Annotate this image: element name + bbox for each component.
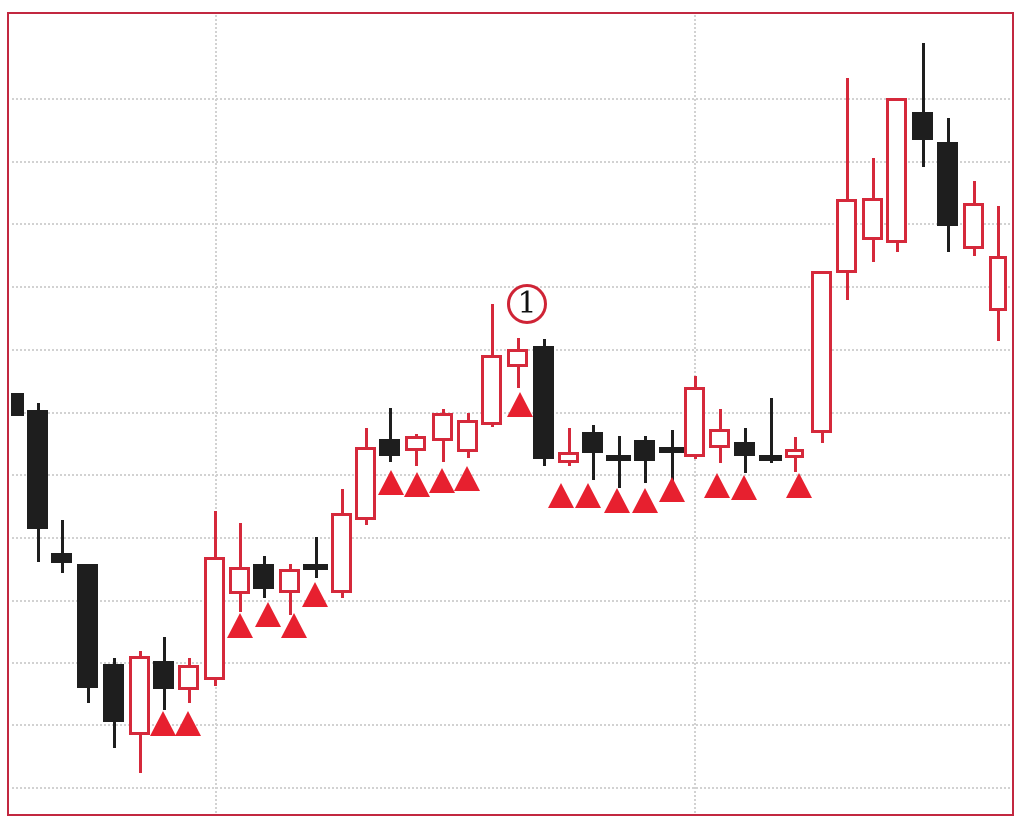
candle-body [129,656,150,735]
horizontal-gridline [7,223,1014,225]
horizontal-gridline [7,98,1014,100]
buy-signal-triangle-icon [704,473,730,498]
buy-signal-triangle-icon [175,711,201,736]
buy-signal-triangle-icon [604,488,630,513]
buy-signal-triangle-icon [227,613,253,638]
horizontal-gridline [7,724,1014,726]
candle-body [989,256,1007,311]
candle-body [684,387,705,457]
buy-signal-triangle-icon [659,477,685,502]
buy-signal-triangle-icon [150,711,176,736]
buy-signal-triangle-icon [548,483,574,508]
candle-body [886,98,907,243]
doji-wick [315,537,318,578]
horizontal-gridline [7,600,1014,602]
buy-signal-triangle-icon [731,475,757,500]
candle-body [51,553,72,563]
candle-body [634,440,655,461]
candle-body [481,355,502,425]
buy-signal-triangle-icon [507,392,533,417]
candle-body [355,447,376,520]
buy-signal-triangle-icon [454,466,480,491]
candle-body [533,346,554,459]
candle-body [204,557,225,680]
candle-body [27,410,48,529]
candle-body [405,436,426,451]
candle-body [811,271,832,433]
candle-body [11,393,24,416]
candle-body [785,449,804,458]
candle-body [253,564,274,589]
candle-body [279,569,300,593]
chart-border-frame [7,12,1014,816]
candle-body [178,665,199,690]
candle-body [229,567,250,594]
candle-wick [922,43,925,167]
buy-signal-triangle-icon [429,468,455,493]
candle-body [457,420,478,452]
buy-signal-triangle-icon [786,473,812,498]
vertical-gridline [215,12,217,816]
candle-wick [389,408,392,462]
candle-body [937,142,958,226]
horizontal-gridline [7,474,1014,476]
candle-body [103,664,124,722]
candle-wick [61,520,64,573]
candle-body [963,203,984,249]
buy-signal-triangle-icon [255,602,281,627]
buy-signal-triangle-icon [378,470,404,495]
horizontal-gridline [7,662,1014,664]
candle-body [507,349,528,367]
candle-body [379,439,400,456]
horizontal-gridline [7,286,1014,288]
doji-open-close-bar [759,455,782,461]
candle-body [709,429,730,448]
doji-open-close-bar [606,455,631,461]
candle-body [862,198,883,240]
candle-body [582,432,603,453]
candle-body [331,513,352,593]
buy-signal-triangle-icon [575,483,601,508]
doji-wick [770,398,773,463]
chart-plot-area: 1 [7,12,1014,816]
horizontal-gridline [7,537,1014,539]
doji-open-close-bar [659,447,684,453]
candle-body [558,452,579,463]
buy-signal-triangle-icon [281,613,307,638]
candle-body [734,442,755,456]
candle-body [912,112,933,140]
doji-wick [618,436,621,488]
candle-wick [568,428,571,466]
buy-signal-triangle-icon [404,472,430,497]
buy-signal-triangle-icon [632,488,658,513]
candle-body [836,199,857,273]
buy-signal-triangle-icon [302,582,328,607]
candle-body [77,564,98,688]
candle-body [432,413,453,441]
doji-open-close-bar [303,564,328,570]
annotation-circle: 1 [507,284,547,324]
candle-body [153,661,174,689]
horizontal-gridline [7,161,1014,163]
candle-wick [846,78,849,300]
horizontal-gridline [7,787,1014,789]
doji-wick [671,430,674,482]
annotation-label: 1 [517,286,537,321]
